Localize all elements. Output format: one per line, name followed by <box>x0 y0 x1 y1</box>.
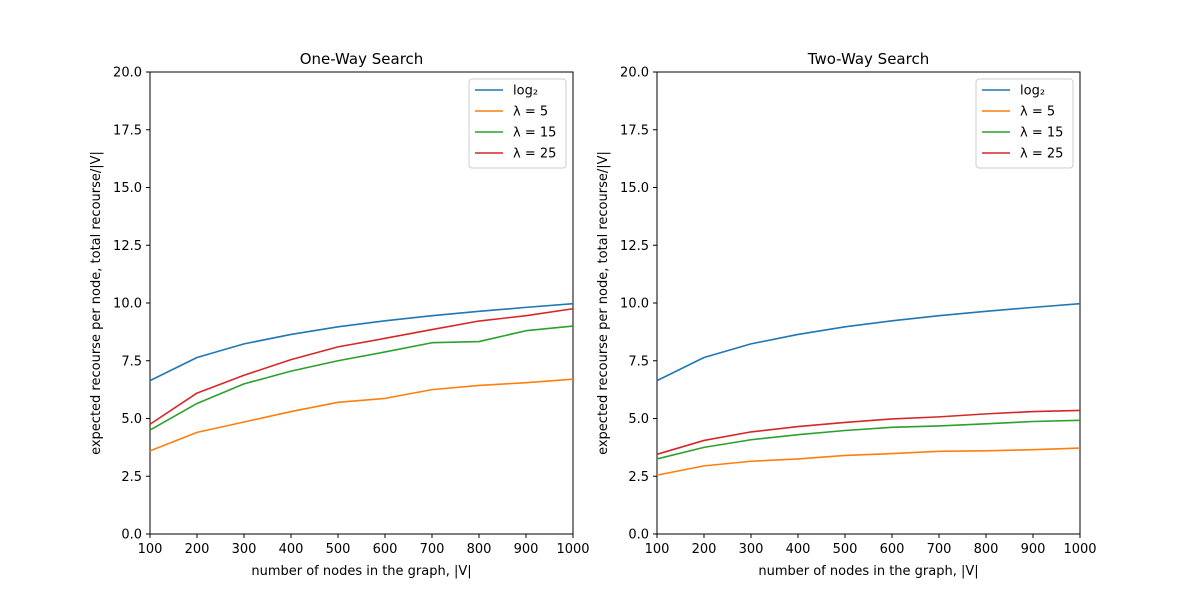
y-tick-label: 2.5 <box>628 470 649 485</box>
series-line-3 <box>149 325 574 431</box>
x-tick-label: 900 <box>1021 542 1046 557</box>
x-tick-label: 300 <box>739 542 764 557</box>
x-tick-label: 500 <box>833 542 858 557</box>
legend-label-1: log₂ <box>1020 84 1045 99</box>
x-tick-label: 300 <box>232 542 257 557</box>
legend-box <box>975 78 1074 169</box>
y-tick-label: 17.5 <box>620 123 649 138</box>
legend-label-4: λ = 25 <box>1020 147 1063 162</box>
y-tick-label: 0.0 <box>121 528 142 543</box>
x-tick-label: 200 <box>185 542 210 557</box>
x-tick-label: 600 <box>373 542 398 557</box>
y-tick-label: 17.5 <box>113 123 142 138</box>
chart-title: Two-Way Search <box>807 50 929 68</box>
legend: log₂ λ = 5 λ = 15 λ = 25 <box>975 78 1074 169</box>
legend-label-3: λ = 15 <box>1020 126 1063 141</box>
y-tick-label: 12.5 <box>620 239 649 254</box>
legend-label-1: log₂ <box>513 84 538 99</box>
chart-title: One-Way Search <box>300 50 424 68</box>
x-tick-label: 1000 <box>1063 542 1096 557</box>
series-line-2 <box>656 447 1081 476</box>
y-axis-label: expected recourse per node, total recour… <box>596 151 611 455</box>
x-tick-label: 500 <box>326 542 351 557</box>
series-line-1 <box>149 302 574 382</box>
y-axis-label: expected recourse per node, total recour… <box>89 151 104 455</box>
y-tick-label: 20.0 <box>113 66 142 81</box>
x-tick-label: 700 <box>927 542 952 557</box>
y-tick-label: 10.0 <box>620 297 649 312</box>
x-tick-label: 200 <box>692 542 717 557</box>
y-tick-label: 0.0 <box>628 528 649 543</box>
legend: log₂ λ = 5 λ = 15 λ = 25 <box>468 78 567 169</box>
x-axis-label: number of nodes in the graph, |V| <box>251 564 471 579</box>
x-tick-label: 600 <box>880 542 905 557</box>
x-tick-label: 100 <box>645 542 670 557</box>
x-tick-label: 400 <box>786 542 811 557</box>
x-tick-label: 800 <box>974 542 999 557</box>
series-line-4 <box>149 307 574 425</box>
y-tick-label: 7.5 <box>121 354 142 369</box>
series-line-3 <box>656 419 1081 460</box>
legend-label-3: λ = 15 <box>513 126 556 141</box>
x-tick-label: 700 <box>420 542 445 557</box>
legend-label-2: λ = 5 <box>513 105 548 120</box>
x-tick-label: 1000 <box>556 542 589 557</box>
series-line-1 <box>656 302 1081 382</box>
y-tick-label: 15.0 <box>113 181 142 196</box>
legend-box <box>468 78 567 169</box>
y-tick-label: 20.0 <box>620 66 649 81</box>
chart-1: 100 200 300 400 500 600 700 800 900 1000 0.0 2.5 5.0… <box>89 50 590 579</box>
x-tick-label: 400 <box>279 542 304 557</box>
legend-label-4: λ = 25 <box>513 147 556 162</box>
y-tick-label: 5.0 <box>628 412 649 427</box>
x-tick-label: 800 <box>467 542 492 557</box>
x-axis-label: number of nodes in the graph, |V| <box>758 564 978 579</box>
y-tick-label: 10.0 <box>113 297 142 312</box>
series-line-4 <box>656 409 1081 456</box>
y-tick-label: 5.0 <box>121 412 142 427</box>
y-tick-label: 2.5 <box>121 470 142 485</box>
x-tick-label: 900 <box>514 542 539 557</box>
y-tick-label: 12.5 <box>113 239 142 254</box>
chart-2: 100 200 300 400 500 600 700 800 900 1000 0.0 2.5 5.0… <box>596 50 1097 579</box>
y-tick-label: 7.5 <box>628 354 649 369</box>
x-tick-label: 100 <box>138 542 163 557</box>
legend-label-2: λ = 5 <box>1020 105 1055 120</box>
series-line-2 <box>149 378 574 452</box>
y-tick-label: 15.0 <box>620 181 649 196</box>
